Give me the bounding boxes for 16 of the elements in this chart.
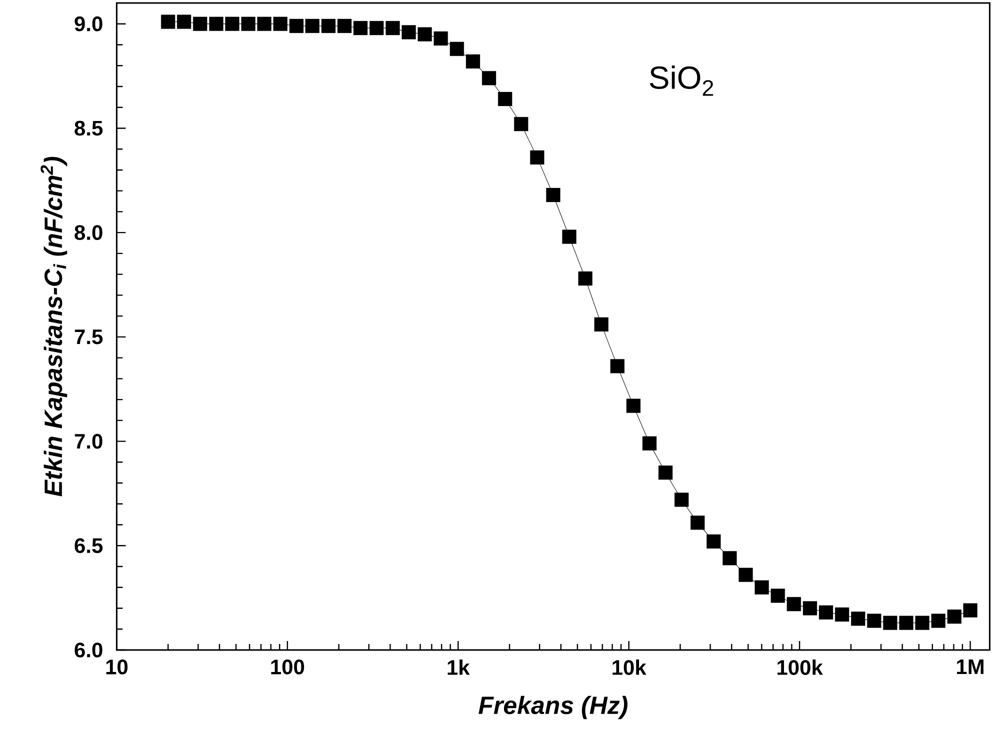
y-tick-label: 8.0 [74, 225, 102, 240]
y-tick-label: 9.0 [74, 16, 102, 32]
y-tick-label: 6.0 [74, 642, 102, 658]
annotation: SiO$_{2}$ [650, 66, 714, 96]
y-tick-label: 7.0 [74, 434, 102, 449]
x-tick-label: 100 [271, 660, 304, 674]
y-tick-label: 7.5 [74, 330, 103, 344]
y-tick-label: 8.5 [74, 120, 103, 136]
y-tick-label: 6.5 [74, 538, 103, 554]
x-tick-label: 1M [956, 660, 984, 674]
x-tick-label: 10 [106, 660, 128, 674]
y-axis-title: Etkin Kapasitans-C$_{i}$ (nF/cm$^{2}$) [40, 156, 68, 496]
x-tick-label: 10k [612, 660, 646, 675]
x-tick-label: 100k [778, 660, 823, 675]
x-tick-label: 1k [448, 660, 470, 675]
x-axis-title: Frekans (Hz) [478, 696, 628, 720]
